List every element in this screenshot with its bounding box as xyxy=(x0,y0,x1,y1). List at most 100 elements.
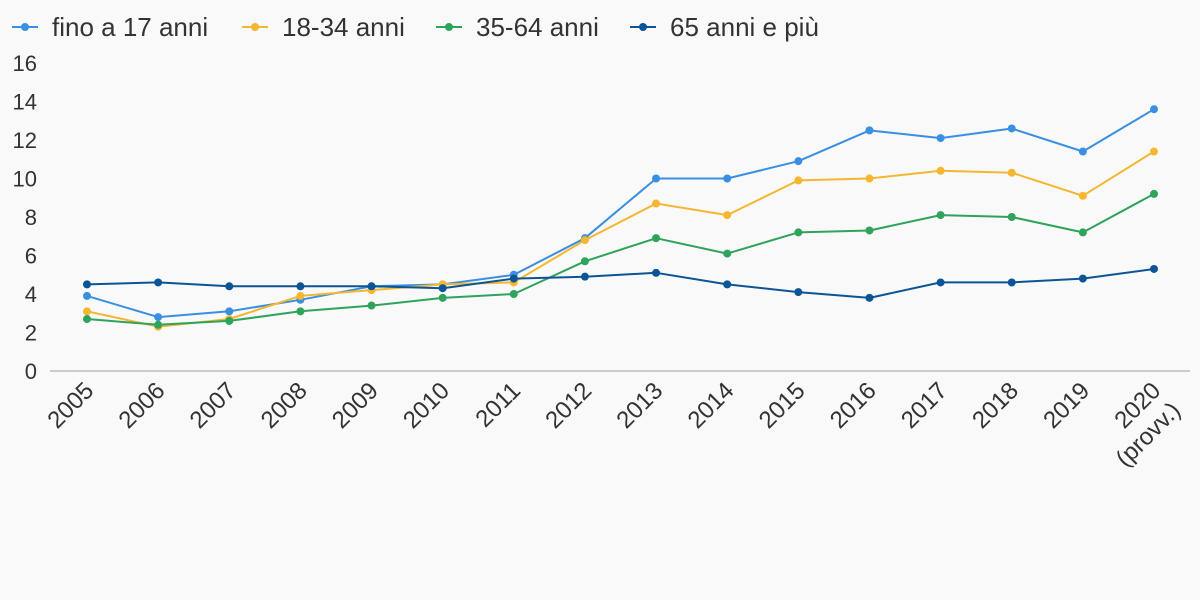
data-point[interactable] xyxy=(865,226,874,235)
x-tick-label: 2005 xyxy=(42,377,99,434)
data-point[interactable] xyxy=(580,272,589,281)
x-tick-label: 2011 xyxy=(470,377,526,433)
legend-label: 65 anni e più xyxy=(670,12,819,42)
data-point[interactable] xyxy=(580,236,589,245)
series-line xyxy=(86,108,1155,319)
data-point[interactable] xyxy=(1150,147,1158,156)
data-point[interactable] xyxy=(296,307,305,316)
data-point[interactable] xyxy=(1078,147,1087,156)
data-point[interactable] xyxy=(1078,274,1087,283)
data-point[interactable] xyxy=(367,282,376,291)
data-point[interactable] xyxy=(83,307,91,316)
legend-swatch-marker xyxy=(251,23,259,31)
y-tick-label: 16 xyxy=(13,51,37,76)
data-point[interactable] xyxy=(83,315,91,324)
legend-label: fino a 17 anni xyxy=(52,12,208,42)
data-point[interactable] xyxy=(794,176,803,185)
legend-swatch-marker xyxy=(21,23,29,31)
y-tick-label: 2 xyxy=(25,321,37,346)
legend-label: 18-34 anni xyxy=(282,12,405,42)
data-point[interactable] xyxy=(652,174,661,183)
data-point[interactable] xyxy=(865,126,874,135)
data-point[interactable] xyxy=(1150,264,1158,273)
legend-label: 35-64 anni xyxy=(476,12,599,42)
data-point[interactable] xyxy=(1150,105,1158,114)
data-point[interactable] xyxy=(83,280,91,289)
series-group xyxy=(83,147,1158,331)
data-point[interactable] xyxy=(154,278,163,287)
x-tick-label: 2008 xyxy=(256,377,313,434)
data-point[interactable] xyxy=(225,316,234,325)
data-point[interactable] xyxy=(723,211,732,220)
x-tick-label: 2010 xyxy=(398,377,455,434)
data-point[interactable] xyxy=(936,166,945,175)
y-tick-label: 4 xyxy=(25,282,37,307)
data-point[interactable] xyxy=(652,268,661,277)
x-tick-label: 2009 xyxy=(327,377,384,434)
y-axis: 0 2 4 6 8 10 12 14 16 xyxy=(13,51,37,384)
legend-item[interactable]: 65 anni e più xyxy=(630,12,819,42)
y-tick-label: 8 xyxy=(25,205,37,230)
data-point[interactable] xyxy=(794,157,803,166)
series-layer xyxy=(83,105,1158,331)
data-point[interactable] xyxy=(1150,189,1158,198)
data-point[interactable] xyxy=(794,228,803,237)
data-point[interactable] xyxy=(296,282,305,291)
data-point[interactable] xyxy=(509,290,518,298)
y-tick-label: 14 xyxy=(13,90,37,115)
x-tick-label: 2006 xyxy=(114,377,171,434)
data-point[interactable] xyxy=(936,211,945,220)
data-point[interactable] xyxy=(652,199,661,208)
x-tick-label: 2020(provv.) xyxy=(1091,377,1186,472)
legend-swatch-marker xyxy=(639,23,647,31)
data-point[interactable] xyxy=(1007,213,1016,221)
y-tick-label: 6 xyxy=(25,244,37,269)
data-point[interactable] xyxy=(225,282,234,291)
series-line xyxy=(86,193,1155,326)
y-tick-label: 10 xyxy=(13,167,37,192)
data-point[interactable] xyxy=(1007,168,1016,177)
data-point[interactable] xyxy=(154,320,163,329)
data-point[interactable] xyxy=(1078,191,1087,200)
x-tick-label: 2015 xyxy=(754,377,811,434)
data-point[interactable] xyxy=(509,274,518,283)
data-point[interactable] xyxy=(438,293,447,302)
x-tick-label: 2014 xyxy=(683,377,740,434)
series-line xyxy=(86,268,1155,299)
data-point[interactable] xyxy=(154,313,163,322)
data-point[interactable] xyxy=(723,174,732,183)
y-tick-label: 12 xyxy=(13,128,37,153)
x-tick-label: 2013 xyxy=(611,377,668,434)
data-point[interactable] xyxy=(296,291,305,300)
data-point[interactable] xyxy=(225,307,234,316)
data-point[interactable] xyxy=(936,278,945,287)
data-point[interactable] xyxy=(936,134,945,143)
series-group xyxy=(83,189,1158,329)
legend-item[interactable]: fino a 17 anni xyxy=(12,12,208,42)
x-tick-label: 2012 xyxy=(540,377,597,434)
x-axis: 2005 2006 2007 2008 2009 2010 2011 2012 2013 2014… xyxy=(42,370,1190,472)
data-point[interactable] xyxy=(865,174,874,183)
legend-swatch-marker xyxy=(445,23,453,31)
series-line xyxy=(86,150,1155,328)
data-point[interactable] xyxy=(83,291,91,300)
series-group xyxy=(83,105,1158,322)
series-group xyxy=(83,264,1158,302)
data-point[interactable] xyxy=(1007,124,1016,133)
data-point[interactable] xyxy=(794,288,803,297)
data-point[interactable] xyxy=(723,280,732,289)
data-point[interactable] xyxy=(652,234,661,243)
data-point[interactable] xyxy=(865,293,874,302)
x-tick-label: 2017 xyxy=(896,377,953,434)
x-tick-label: 2018 xyxy=(967,377,1024,434)
data-point[interactable] xyxy=(1078,228,1087,237)
data-point[interactable] xyxy=(438,284,447,293)
data-point[interactable] xyxy=(580,257,589,266)
data-point[interactable] xyxy=(367,301,376,310)
legend-item[interactable]: 35-64 anni xyxy=(436,12,599,42)
data-point[interactable] xyxy=(723,249,732,258)
legend-item[interactable]: 18-34 anni xyxy=(242,12,405,42)
data-point[interactable] xyxy=(1007,278,1016,287)
